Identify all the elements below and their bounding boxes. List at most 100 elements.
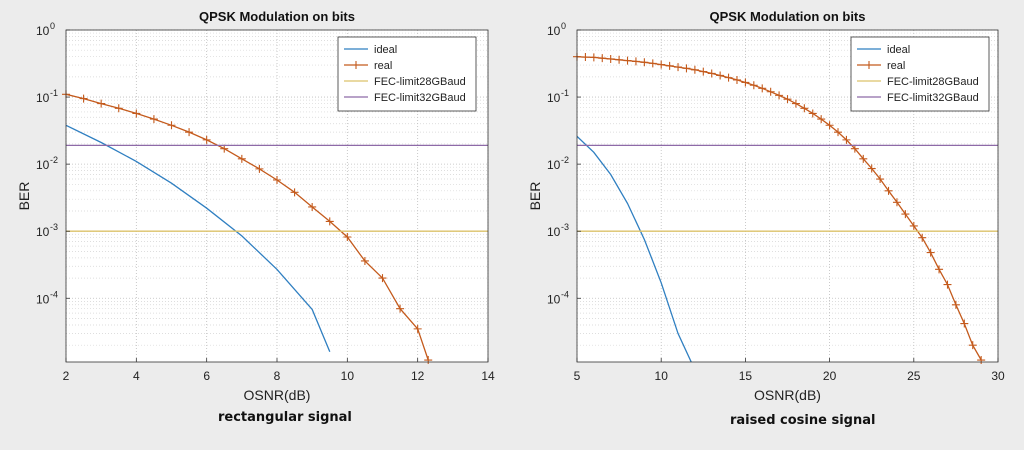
data-point-marker (97, 99, 106, 108)
y-tick-label: 10 (36, 225, 50, 239)
y-tick-exponent: 0 (561, 21, 566, 31)
data-point-marker (943, 280, 952, 289)
data-point-marker (699, 67, 708, 76)
y-tick-label: 10 (36, 158, 50, 172)
data-point-marker (149, 115, 158, 124)
data-point-marker (360, 256, 369, 265)
data-point-marker (707, 69, 716, 78)
caption-left: rectangular signal (218, 410, 352, 425)
x-tick-label: 2 (63, 369, 70, 383)
data-point-marker (308, 202, 317, 211)
y-tick-exponent: 0 (50, 21, 55, 31)
data-point-marker (901, 210, 910, 219)
data-point-marker (892, 198, 901, 207)
data-point-marker (167, 121, 176, 130)
legend-marker (865, 61, 873, 69)
data-point-marker (396, 304, 405, 313)
data-point-marker (657, 60, 666, 69)
data-point-marker (237, 154, 246, 163)
y-tick-label: 10 (36, 292, 50, 306)
legend: ideal real FEC-limit28GBaud FEC-limit32GBau… (850, 36, 990, 112)
series-line-ideal (577, 135, 692, 362)
data-point-marker (132, 109, 141, 118)
x-tick-label: 30 (991, 369, 1005, 383)
data-point-marker (413, 324, 422, 333)
y-axis-label: BER (527, 182, 543, 211)
data-point-marker (682, 64, 691, 73)
series-line-ideal (66, 124, 331, 352)
y-tick-exponent: -2 (561, 155, 569, 165)
legend-marker (352, 61, 360, 69)
data-point-marker (185, 128, 194, 137)
data-point-marker (589, 53, 598, 62)
y-tick-exponent: -3 (50, 222, 58, 232)
data-point-marker (968, 341, 977, 350)
data-point-marker (79, 94, 88, 103)
data-point-marker (640, 58, 649, 67)
y-tick-label: 10 (547, 292, 561, 306)
y-tick-label: 10 (36, 24, 50, 38)
x-tick-label: 6 (203, 369, 210, 383)
y-tick-exponent: -1 (561, 88, 569, 98)
data-point-marker (808, 109, 817, 118)
data-point-marker (674, 63, 683, 72)
y-tick-exponent: -3 (561, 222, 569, 232)
data-point-marker (631, 57, 640, 66)
data-point-marker (817, 115, 826, 124)
y-tick-label: 10 (36, 91, 50, 105)
data-point-marker (758, 84, 767, 93)
data-point-marker (977, 356, 986, 365)
data-point-marker (791, 99, 800, 108)
y-tick-exponent: -4 (50, 289, 58, 299)
data-point-marker (378, 274, 387, 283)
series-line-real (66, 93, 429, 361)
x-tick-label: 25 (907, 369, 921, 383)
data-point-marker (876, 175, 885, 184)
data-point-marker (648, 59, 657, 68)
x-tick-label: 4 (133, 369, 140, 383)
legend-label: FEC-limit28GBaud (887, 76, 979, 88)
data-point-marker (834, 128, 843, 137)
legend-label: FEC-limit28GBaud (374, 76, 466, 88)
y-axis-label: BER (16, 182, 32, 211)
data-point-marker (581, 53, 590, 62)
chart-title: QPSK Modulation on bits (710, 9, 866, 24)
x-tick-label: 8 (274, 369, 281, 383)
y-tick-label: 10 (547, 24, 561, 38)
data-point-marker (867, 164, 876, 173)
axes-frame (576, 29, 999, 363)
data-point-marker (665, 61, 674, 70)
legend: ideal real FEC-limit28GBaud FEC-limit32GBau… (337, 36, 477, 112)
data-point-marker (325, 217, 334, 226)
legend-label: FEC-limit32GBaud (887, 92, 979, 104)
x-tick-label: 12 (411, 369, 425, 383)
data-point-marker (424, 356, 433, 365)
data-point-marker (273, 176, 281, 185)
data-point-marker (290, 188, 299, 197)
data-point-marker (615, 55, 624, 64)
data-point-marker (800, 104, 809, 113)
y-tick-label: 10 (547, 158, 561, 172)
data-point-marker (859, 154, 868, 163)
x-tick-label: 10 (341, 369, 355, 383)
data-point-marker (343, 232, 352, 241)
data-point-marker (842, 135, 851, 144)
data-point-marker (775, 91, 784, 100)
data-point-marker (909, 221, 918, 230)
y-tick-label: 10 (547, 91, 561, 105)
x-tick-label: 14 (481, 369, 495, 383)
data-point-marker (690, 65, 699, 74)
data-point-marker (741, 78, 750, 87)
data-point-marker (255, 164, 264, 173)
x-tick-label: 5 (574, 369, 581, 383)
data-point-marker (114, 104, 123, 113)
x-tick-label: 20 (823, 369, 837, 383)
legend-label: real (887, 60, 905, 72)
data-point-marker (926, 248, 935, 257)
data-point-marker (918, 233, 927, 242)
data-point-marker (623, 56, 632, 65)
data-point-marker (783, 95, 792, 104)
data-point-marker (951, 300, 960, 309)
y-tick-exponent: -1 (50, 88, 58, 98)
